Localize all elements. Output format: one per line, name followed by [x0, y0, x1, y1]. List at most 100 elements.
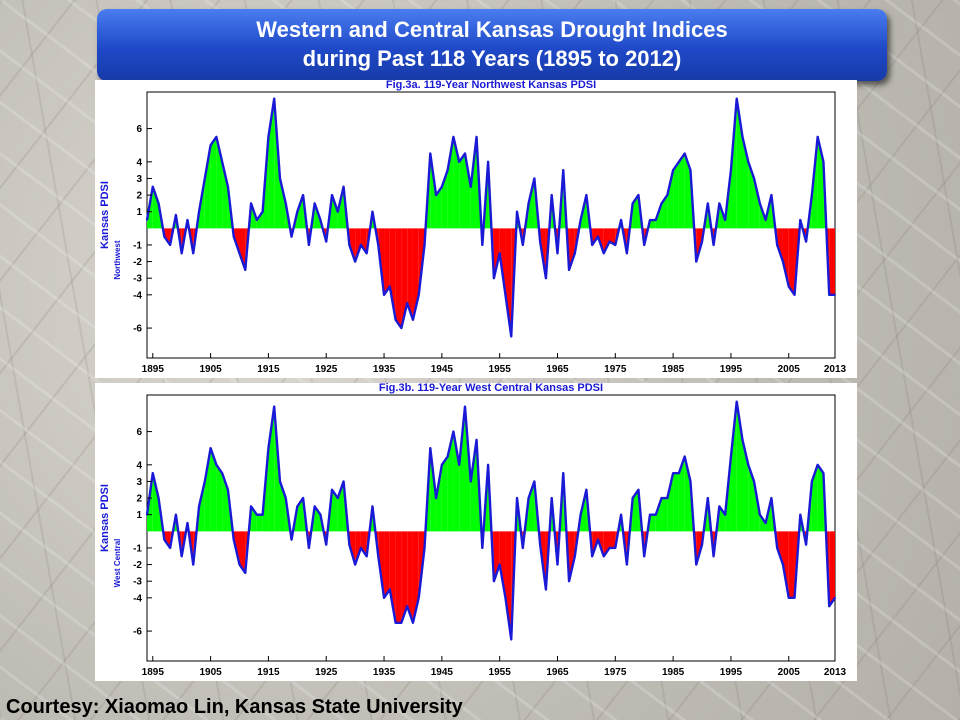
west-central-data-point: [706, 497, 709, 499]
west-central-data-point: [250, 505, 252, 508]
northwest-data-point: [169, 244, 172, 246]
northwest-data-point: [579, 219, 582, 221]
northwest-data-point: [620, 219, 622, 221]
northwest-data-point: [232, 235, 235, 238]
northwest-data-point: [481, 244, 484, 246]
northwest-y-tick-label: 1: [136, 207, 142, 218]
pdsi-chart-west-central: Fig.3b. 119-Year West Central Kansas PDS…: [99, 383, 847, 678]
west-central-data-point: [232, 538, 235, 541]
west-central-area-segment: [436, 464, 442, 532]
west-central-data-point: [539, 543, 542, 546]
northwest-data-point: [527, 202, 530, 205]
west-central-area-segment: [609, 531, 616, 548]
northwest-data-point: [400, 327, 403, 329]
west-central-area-segment: [239, 531, 246, 573]
west-central-data-point: [521, 547, 524, 549]
west-central-area-segment: [389, 531, 396, 623]
northwest-data-point: [585, 194, 588, 196]
northwest-x-tick-label: 2013: [824, 364, 847, 375]
west-central-series-line: [145, 400, 836, 641]
west-central-area-segment: [355, 531, 361, 565]
northwest-data-point: [805, 240, 807, 243]
west-central-data-point: [203, 480, 206, 483]
west-central-data-point: [452, 430, 455, 433]
northwest-area-segment: [401, 228, 408, 329]
west-central-data-point: [793, 596, 796, 599]
northwest-data-point: [469, 185, 472, 188]
west-central-area-segment: [632, 489, 639, 532]
northwest-data-point: [730, 169, 732, 172]
northwest-x-tick-label: 1975: [604, 364, 627, 375]
west-central-x-tick-label: 1935: [373, 667, 396, 678]
northwest-data-point: [319, 219, 322, 221]
west-central-data-point: [504, 596, 507, 599]
northwest-y-axis-sublabel: Northwest: [113, 240, 122, 279]
west-central-data-point: [614, 547, 617, 549]
west-central-area-segment: [788, 531, 795, 598]
northwest-data-point: [770, 194, 773, 196]
west-central-data-point: [649, 513, 651, 516]
west-central-area-segment: [499, 531, 506, 598]
northwest-data-point: [776, 244, 779, 246]
west-central-area-segment: [748, 464, 755, 532]
west-central-data-point: [209, 447, 212, 450]
northwest-area-segment: [407, 228, 413, 320]
west-central-data-point: [591, 555, 594, 558]
northwest-data-point: [741, 135, 744, 138]
west-central-data-point: [550, 497, 553, 499]
northwest-data-point: [388, 285, 391, 288]
northwest-data-point: [764, 219, 767, 221]
northwest-data-point: [660, 202, 663, 205]
northwest-y-tick-label: -6: [133, 324, 142, 335]
west-central-data-point: [261, 513, 264, 516]
west-central-data-point: [163, 538, 166, 541]
northwest-data-point: [504, 293, 507, 296]
title-banner: Western and Central Kansas Drought Indic…: [97, 9, 887, 81]
northwest-data-point: [209, 144, 212, 147]
northwest-data-point: [221, 160, 224, 163]
northwest-data-point: [273, 97, 276, 100]
northwest-area-segment: [678, 153, 685, 229]
northwest-series-line: [145, 97, 835, 338]
west-central-y-tick-label: -3: [133, 577, 142, 588]
west-central-data-point: [718, 505, 721, 508]
chart-panel-northwest: Fig.3a. 119-Year Northwest Kansas PDSI 6 4…: [95, 80, 857, 378]
northwest-data-point: [799, 219, 802, 221]
west-central-area-segment: [524, 498, 529, 532]
northwest-data-point: [510, 335, 513, 338]
northwest-area-segment: [505, 228, 512, 337]
northwest-area-segment: [355, 228, 361, 262]
northwest-data-point: [186, 219, 189, 221]
west-central-data-point: [730, 455, 732, 458]
west-central-data-point: [475, 438, 478, 441]
northwest-data-point: [203, 177, 206, 180]
west-central-x-tick-label: 1925: [315, 667, 338, 678]
west-central-data-point: [810, 480, 813, 483]
northwest-data-point: [290, 235, 293, 238]
northwest-data-point: [695, 260, 698, 263]
northwest-data-point: [261, 210, 264, 213]
northwest-area-segment: [193, 228, 197, 254]
northwest-data-point: [244, 268, 247, 271]
west-central-area-segment: [493, 531, 500, 582]
northwest-area-segment: [210, 136, 217, 229]
northwest-data-point: [608, 240, 611, 243]
northwest-x-tick-label: 1895: [142, 364, 165, 375]
west-central-data-point: [758, 513, 761, 516]
northwest-area-segment: [332, 195, 338, 229]
northwest-area-segment: [603, 228, 610, 254]
west-central-data-point: [169, 547, 172, 549]
northwest-area-segment: [569, 228, 575, 270]
northwest-y-tick-label: 6: [136, 124, 142, 135]
northwest-area-segment: [464, 153, 471, 229]
west-central-data-point: [348, 543, 351, 546]
west-central-data-point: [377, 555, 380, 558]
west-central-data-point: [279, 480, 281, 483]
west-central-area-segment: [332, 489, 338, 532]
west-central-data-point: [625, 563, 628, 566]
chart-panel-west-central: Fig.3b. 119-Year West Central Kansas PDS…: [95, 383, 857, 681]
west-central-data-point: [198, 505, 200, 508]
west-central-area-segment: [517, 498, 521, 532]
banner-line-2: during Past 118 Years (1895 to 2012): [302, 46, 682, 71]
credit-text: Courtesy: Xiaomao Lin, Kansas State Univ…: [6, 696, 463, 718]
